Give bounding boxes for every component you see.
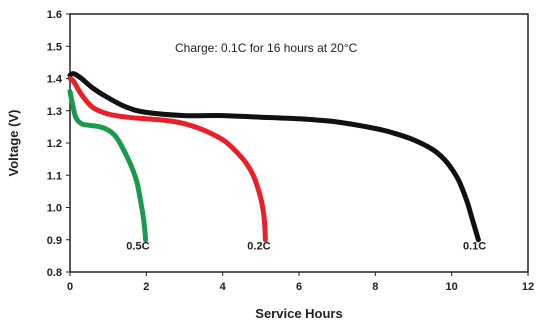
y-tick-label: 0.8 xyxy=(47,267,62,279)
y-tick-label: 1.1 xyxy=(47,170,62,182)
x-tick-label: 12 xyxy=(522,281,534,293)
curve-label: 0.2C xyxy=(247,240,270,252)
y-axis-label: Voltage (V) xyxy=(6,110,21,177)
x-tick-label: 6 xyxy=(296,281,302,293)
y-tick-label: 1.5 xyxy=(47,41,62,53)
series-line-0-2c xyxy=(67,76,268,243)
chart-annotation: Charge: 0.1C for 16 hours at 20°C xyxy=(175,41,358,55)
y-tick-label: 1.2 xyxy=(47,138,62,150)
x-tick-labels: 0 2 4 6 8 10 12 xyxy=(67,272,534,293)
y-tick-label: 1.3 xyxy=(47,106,62,118)
x-tick-label: 8 xyxy=(372,281,378,293)
y-tick-label: 1.4 xyxy=(47,74,63,86)
x-tick-label: 10 xyxy=(446,281,458,293)
series-line-0-5c xyxy=(67,88,149,243)
y-tick-label: 0.9 xyxy=(47,235,62,247)
x-tick-label: 4 xyxy=(220,281,227,293)
y-tick-label: 1.6 xyxy=(47,9,62,21)
series-line-0-1c xyxy=(67,71,481,243)
curve-labels: 0.5C 0.2C 0.1C xyxy=(126,240,486,252)
series-layer xyxy=(67,71,481,243)
y-tick-labels: 0.8 0.9 1.0 1.1 1.2 1.3 1.4 1.5 1.6 xyxy=(47,9,70,279)
curve-label: 0.1C xyxy=(463,240,486,252)
curve-label: 0.5C xyxy=(126,240,149,252)
plot-frame xyxy=(69,13,529,273)
x-axis-label: Service Hours xyxy=(255,306,342,321)
x-tick-label: 0 xyxy=(67,281,73,293)
y-tick-label: 1.0 xyxy=(47,203,62,215)
x-tick-label: 2 xyxy=(143,281,149,293)
